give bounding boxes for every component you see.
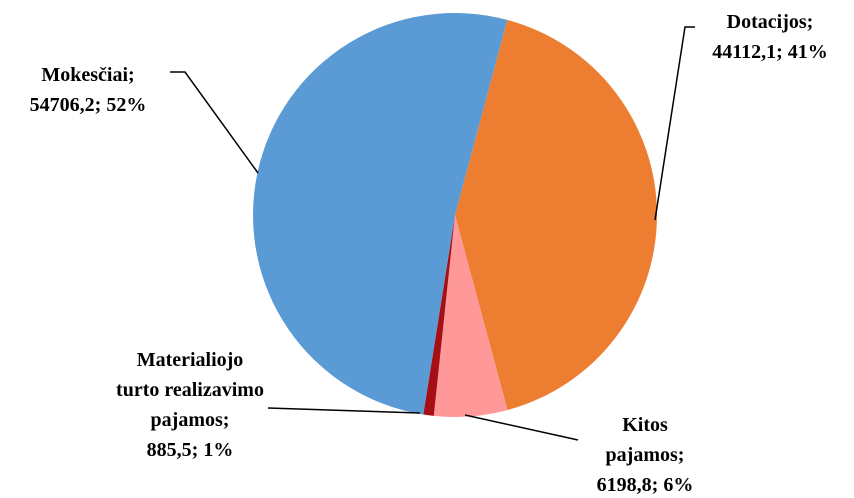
value-label: 6198,8; 6% — [596, 474, 694, 496]
leader-line — [654, 26, 695, 221]
data-label: Mokesčiai; 54706,2; 52% — [3, 60, 173, 120]
pie-slice — [455, 19, 657, 411]
category-label: Dotacijos; — [726, 11, 814, 33]
pie-slice — [252, 12, 508, 415]
value-label: 54706,2; 52% — [29, 94, 147, 116]
pie-slice — [423, 215, 455, 416]
leader-line — [267, 407, 421, 414]
value-label: 885,5; 1% — [146, 439, 234, 461]
leader-line — [170, 71, 259, 174]
data-label: Materialiojo turto realizavimo pajamos; 8… — [115, 345, 265, 465]
pie-slice — [433, 215, 508, 417]
value-label: 44112,1; 41% — [712, 41, 828, 63]
category-label: Mokesčiai; — [41, 64, 135, 86]
data-label: Dotacijos; 44112,1; 41% — [685, 7, 854, 67]
leader-line — [464, 414, 579, 441]
category-label: Kitos pajamos; — [605, 414, 685, 466]
data-label: Kitos pajamos; 6198,8; 6% — [590, 410, 700, 498]
category-label: Materialiojo turto realizavimo pajamos; — [116, 349, 264, 431]
